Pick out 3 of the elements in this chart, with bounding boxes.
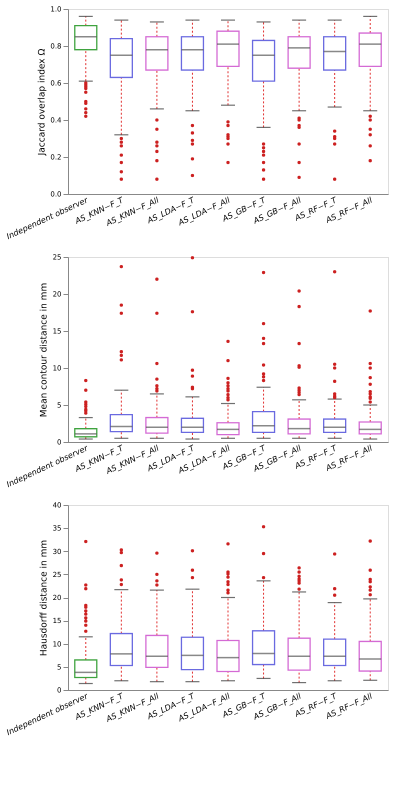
y-axis-title: Hausdorff distance in mm bbox=[40, 540, 50, 656]
y-axis-title: Mean contour distance in mm bbox=[40, 282, 50, 418]
y-axis-title: Jaccard overlap index Ω bbox=[37, 48, 48, 156]
